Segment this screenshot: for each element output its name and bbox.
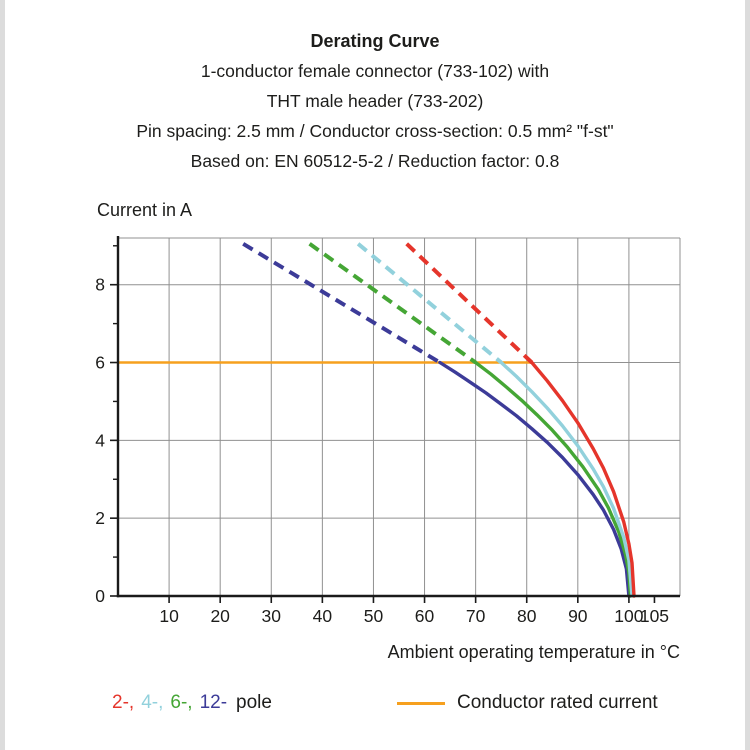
series-dashed-6-pole: [308, 242, 477, 365]
legend-pole-item: 6-,: [170, 692, 193, 713]
series-solid-6-pole: [473, 360, 633, 598]
chart-subtitle-block: 1-conductor female connector (733-102) w…: [0, 56, 750, 176]
x-tick-label: 70: [466, 606, 486, 626]
x-tick-label: 30: [262, 606, 282, 626]
legend-pole-counts: 2-, 4-, 6-, 12- pole: [112, 692, 272, 714]
series-solid-4-pole: [499, 360, 634, 598]
x-tick-label: 50: [364, 606, 384, 626]
page-right-margin: [745, 0, 750, 750]
header: Derating Curve 1-conductor female connec…: [0, 26, 750, 176]
y-tick-label: 8: [95, 275, 105, 295]
y-tick-label: 0: [95, 586, 105, 606]
chart-subtitle-line: Pin spacing: 2.5 mm / Conductor cross-se…: [136, 121, 614, 141]
chart-subtitle-line: THT male header (733-202): [266, 91, 484, 111]
y-axis-title: Current in A: [97, 200, 193, 220]
y-tick-label: 2: [95, 508, 105, 528]
series-solid-2-pole: [530, 360, 636, 598]
x-tick-label: 10: [159, 606, 179, 626]
series-dashed-4-pole: [356, 242, 503, 365]
legend-rated-current: Conductor rated current: [397, 692, 658, 714]
series-dashed-12-pole: [242, 242, 441, 365]
legend-pole-item: 2-,: [112, 692, 135, 713]
legend-pole-item: 12-: [199, 692, 228, 713]
rated-current-label: Conductor rated current: [457, 692, 658, 713]
series-solid-12-pole: [438, 360, 631, 598]
x-axis-title: Ambient operating temperature in °C: [387, 642, 680, 662]
x-tick-label: 105: [640, 606, 669, 626]
x-tick-label: 40: [313, 606, 333, 626]
chart-subtitle-line: Based on: EN 60512-5-2 / Reduction facto…: [190, 151, 560, 171]
series-dashed-2-pole: [405, 242, 534, 364]
chart-subtitle-line: 1-conductor female connector (733-102) w…: [200, 61, 550, 81]
x-tick-label: 90: [568, 606, 588, 626]
x-tick-label: 20: [210, 606, 230, 626]
chart-title: Derating Curve: [310, 31, 440, 51]
rated-current-line-swatch: [397, 701, 445, 705]
x-tick-label: 60: [415, 606, 435, 626]
page-left-margin: [0, 0, 5, 750]
legend-pole-suffix: pole: [236, 692, 272, 713]
y-tick-label: 6: [95, 353, 105, 373]
x-tick-label: 100: [614, 606, 643, 626]
legend-pole-item: 4-,: [141, 692, 164, 713]
y-tick-label: 4: [95, 430, 105, 450]
x-tick-label: 80: [517, 606, 537, 626]
